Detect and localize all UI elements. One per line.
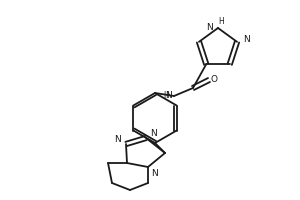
Text: O: O	[211, 75, 218, 84]
Text: N: N	[206, 22, 213, 31]
Text: N: N	[243, 35, 250, 44]
Text: H: H	[218, 17, 224, 25]
Text: N: N	[165, 92, 172, 100]
Text: N: N	[150, 130, 157, 138]
Text: N: N	[151, 168, 158, 178]
Text: H: H	[163, 92, 169, 100]
Text: N: N	[114, 136, 121, 144]
